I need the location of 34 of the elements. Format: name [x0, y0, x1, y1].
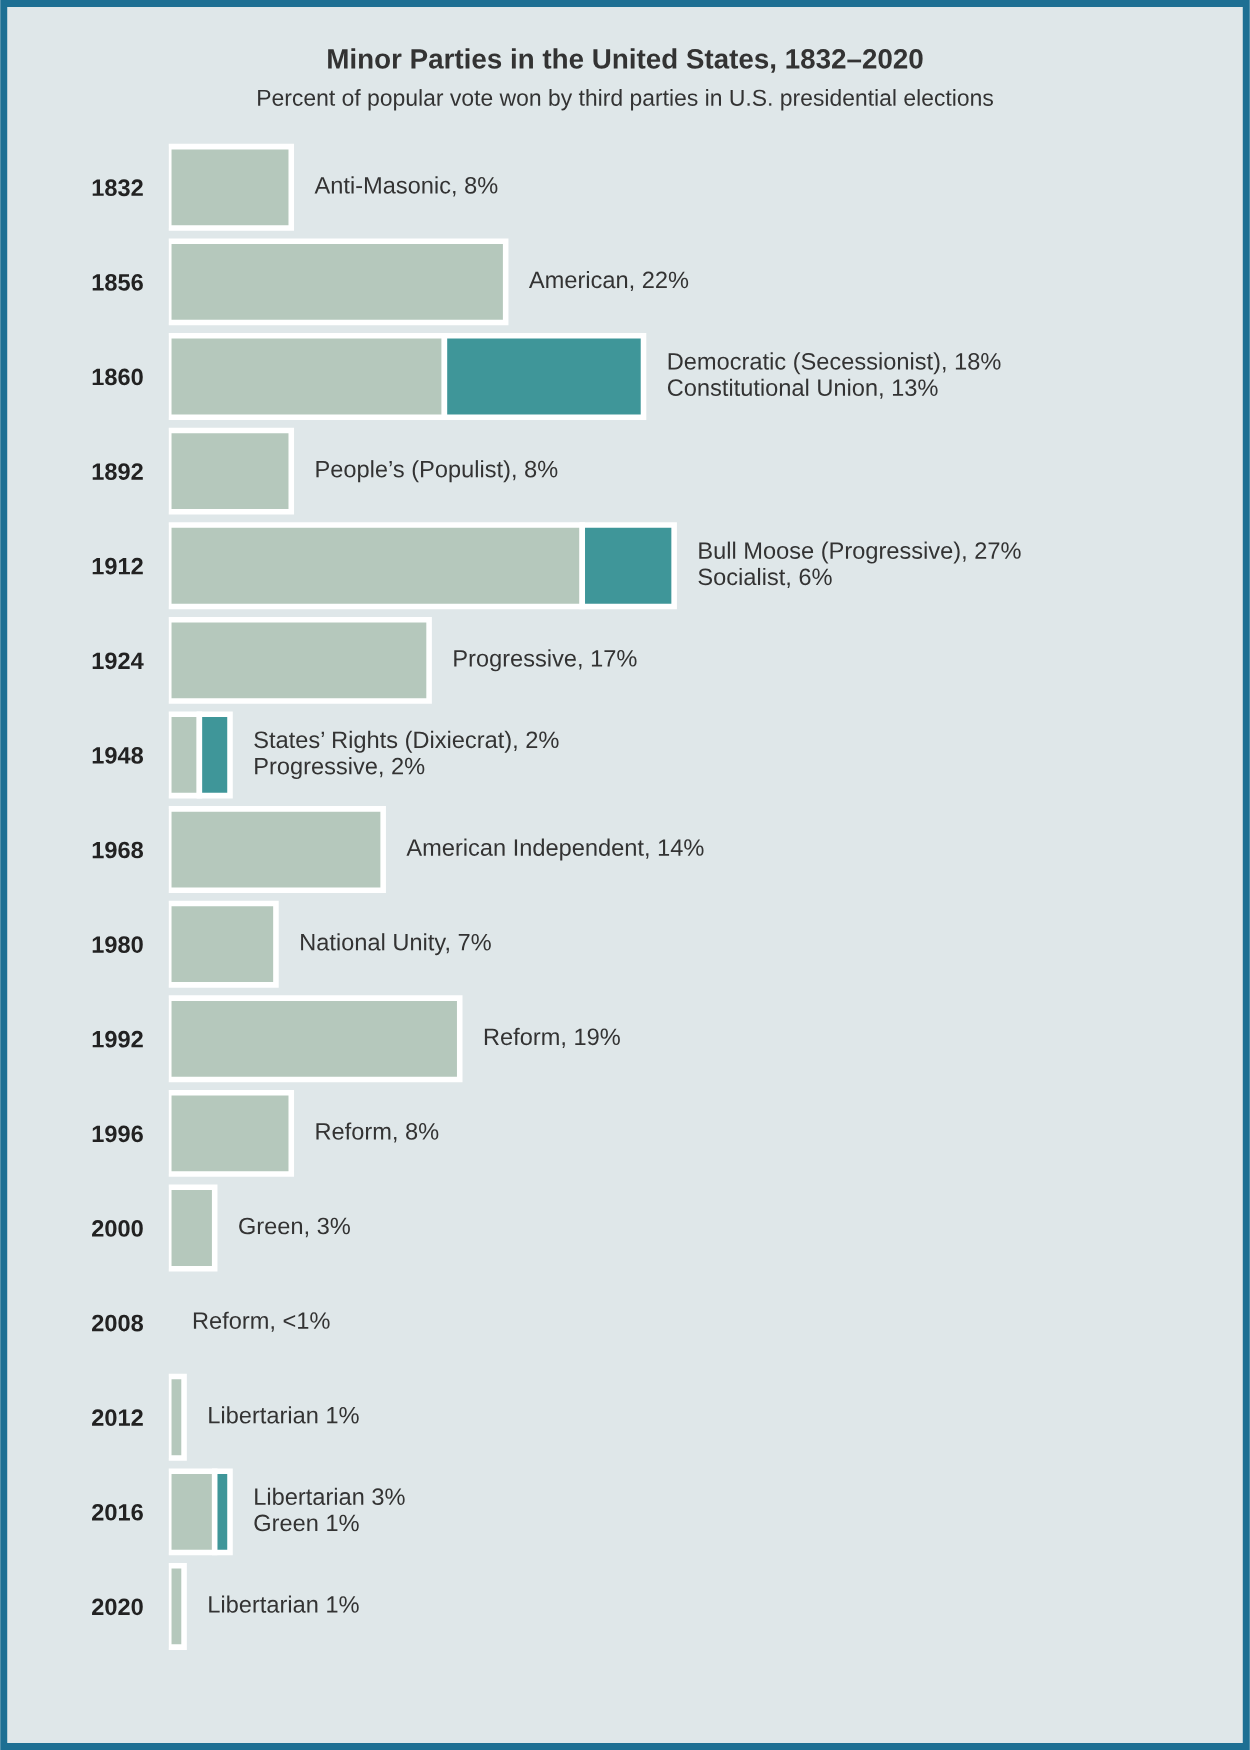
data-label: Libertarian 3% Green 1% [254, 1487, 405, 1532]
y-tick-label: 2016 [92, 1503, 143, 1521]
data-label: Anti-Masonic, 8% [314, 176, 498, 197]
data-label: Progressive, 17% [454, 649, 637, 672]
data-label: Bull Moose (Progressive), 27% Socialist, 6% [698, 541, 1021, 589]
data-label: Democratic (Secessionist), 18% Constitutional Union, 13% [667, 352, 1001, 399]
y-tick-label: 1912 [92, 557, 143, 575]
y-tick-label: 1924 [92, 652, 144, 670]
y-tick-label: 1948 [92, 747, 144, 764]
y-tick-label: 1992 [92, 1030, 143, 1048]
data-label: People’s (Populist), 8% [316, 460, 558, 483]
y-tick-label: 2000 [92, 1220, 143, 1237]
data-label: American, 22% [528, 270, 689, 292]
data-label: Reform, 19% [484, 1027, 620, 1048]
data-label: Green, 3% [239, 1217, 350, 1238]
y-tick-label: 1996 [92, 1125, 143, 1143]
chart-title: Minor Parties in the United States, 1832–2020 [328, 48, 923, 73]
y-tick-label: 1860 [92, 368, 143, 386]
y-tick-label: 1968 [92, 841, 144, 859]
data-label: States’ Rights (Dixiecrat), 2% Progressive, 2% [254, 730, 559, 780]
y-tick-label: 1832 [92, 179, 143, 197]
y-tick-label: 1892 [92, 463, 143, 480]
text: Reform, <1% [193, 1311, 330, 1332]
y-tick-label: 1980 [92, 936, 143, 953]
data-label: American Independent, 14% [406, 838, 704, 861]
data-label: Libertarian 1% [209, 1406, 359, 1424]
data-label: National Unity, 7% [301, 933, 491, 956]
y-tick-label: 1856 [92, 273, 143, 291]
chart-subtitle: Percent of popular vote won by third parties in U.S. presidential elections [258, 89, 993, 111]
data-label: Libertarian 1% [209, 1595, 359, 1613]
y-tick-label: 2008 [92, 1314, 144, 1332]
y-tick-label: 2012 [92, 1409, 143, 1427]
data-label: Reform, 8% [316, 1122, 439, 1143]
y-tick-label: 2020 [92, 1598, 143, 1616]
